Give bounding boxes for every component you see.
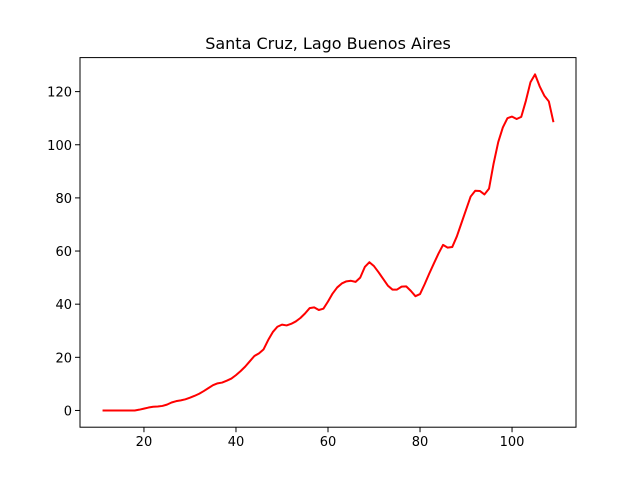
chart-title: Santa Cruz, Lago Buenos Aires [205,34,451,53]
plot-frame [79,57,577,428]
x-tick-label: 80 [412,435,429,450]
y-tick-label: 120 [47,86,72,101]
x-tick-label: 40 [228,435,245,450]
x-tick-label: 20 [136,435,153,450]
x-tick-label: 60 [320,435,337,450]
x-tick-label: 100 [500,435,525,450]
y-tick-label: 0 [64,404,72,419]
y-tick-label: 40 [55,298,72,313]
y-tick-label: 80 [55,192,72,207]
y-tick-label: 60 [55,245,72,260]
data-line [102,73,555,412]
y-tick-label: 100 [47,139,72,154]
y-tick-label: 20 [55,351,72,366]
